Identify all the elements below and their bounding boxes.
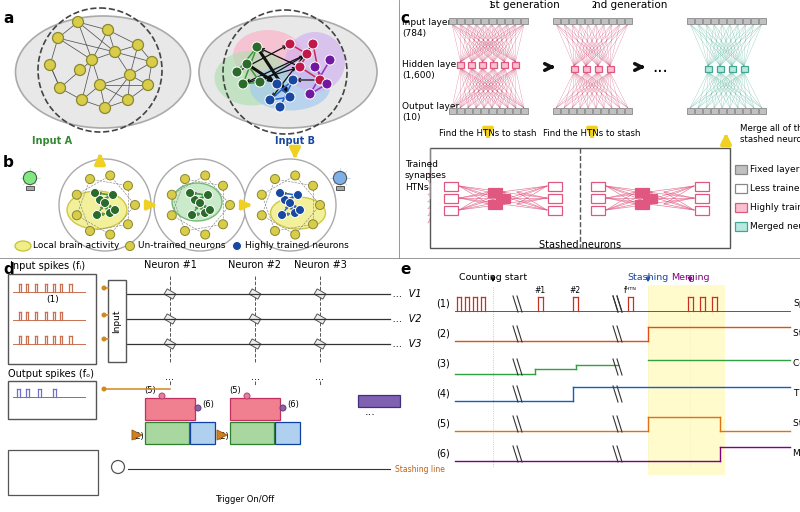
Circle shape — [272, 79, 282, 89]
Bar — [750, 18, 758, 24]
Circle shape — [238, 79, 248, 89]
Circle shape — [218, 220, 227, 229]
Text: (2): (2) — [132, 433, 144, 441]
Ellipse shape — [233, 30, 303, 80]
Text: e: e — [400, 262, 410, 277]
Ellipse shape — [67, 191, 127, 229]
Bar — [695, 205, 709, 215]
Text: Find the HTNs to stash: Find the HTNs to stash — [439, 130, 537, 139]
Bar — [488, 200, 502, 208]
Bar — [430, 148, 730, 248]
Bar — [726, 108, 734, 114]
Text: b: b — [3, 155, 14, 170]
Text: Stashing switch: Stashing switch — [793, 419, 800, 428]
Bar — [108, 280, 126, 362]
Circle shape — [195, 199, 205, 207]
Circle shape — [97, 82, 103, 88]
Circle shape — [23, 172, 37, 185]
Text: Local brain activity: Local brain activity — [33, 242, 119, 250]
Text: Input: Input — [113, 309, 122, 333]
Circle shape — [86, 175, 94, 183]
Bar — [635, 187, 649, 197]
Bar — [505, 108, 511, 114]
Circle shape — [308, 39, 318, 49]
Bar — [606, 66, 614, 72]
Text: Trained
synapses: Trained synapses — [405, 160, 447, 180]
Circle shape — [75, 19, 81, 25]
Text: (4): (4) — [436, 389, 450, 398]
Text: T flip-flop (output): T flip-flop (output) — [793, 389, 800, 398]
Circle shape — [102, 336, 106, 342]
Circle shape — [102, 312, 106, 317]
Bar — [230, 422, 274, 444]
Text: Spike: Spike — [793, 299, 800, 308]
Circle shape — [45, 59, 55, 71]
Circle shape — [285, 92, 295, 102]
Circle shape — [309, 220, 318, 229]
Circle shape — [275, 102, 285, 112]
Text: Neuron: Neuron — [154, 404, 186, 414]
Circle shape — [315, 75, 325, 85]
Bar — [473, 108, 479, 114]
Circle shape — [286, 199, 294, 207]
Text: Neuron #2: Neuron #2 — [229, 260, 282, 270]
Text: (6): (6) — [287, 399, 299, 409]
Bar — [742, 18, 750, 24]
Circle shape — [290, 230, 300, 239]
Bar — [521, 108, 527, 114]
Bar — [314, 339, 326, 349]
Bar — [591, 181, 605, 190]
Ellipse shape — [250, 66, 330, 111]
Circle shape — [305, 89, 315, 99]
Bar — [548, 194, 562, 203]
Bar — [577, 108, 583, 114]
Circle shape — [142, 79, 154, 91]
Bar — [513, 108, 519, 114]
Text: (3)
Counter: (3) Counter — [232, 423, 262, 443]
Bar — [686, 108, 694, 114]
Text: ...  V2: ... V2 — [393, 314, 422, 324]
Bar — [358, 395, 400, 407]
Circle shape — [167, 190, 176, 199]
Bar — [735, 165, 747, 174]
Bar — [501, 62, 508, 68]
Text: Highly trained neuron: Highly trained neuron — [750, 203, 800, 212]
Circle shape — [186, 188, 194, 198]
Text: nd generation: nd generation — [594, 0, 667, 10]
Circle shape — [270, 175, 279, 183]
Ellipse shape — [15, 241, 31, 251]
Text: Stashing line: Stashing line — [395, 464, 445, 474]
Bar — [490, 62, 497, 68]
Text: d: d — [3, 262, 14, 277]
Circle shape — [181, 226, 190, 236]
Bar — [758, 108, 766, 114]
Bar — [513, 18, 519, 24]
Bar — [497, 18, 503, 24]
Circle shape — [258, 190, 266, 199]
Circle shape — [106, 230, 114, 239]
Circle shape — [244, 393, 250, 399]
Polygon shape — [217, 430, 227, 440]
Circle shape — [145, 82, 151, 88]
Circle shape — [130, 201, 139, 209]
Bar — [734, 18, 742, 24]
Text: Merge all of the
stashed neurons: Merge all of the stashed neurons — [740, 124, 800, 144]
Text: Counter (output): Counter (output) — [793, 359, 800, 368]
Circle shape — [159, 393, 165, 399]
Circle shape — [133, 39, 143, 51]
Circle shape — [77, 67, 83, 73]
Text: HTNs: HTNs — [405, 183, 429, 192]
Text: Neuron: Neuron — [238, 404, 271, 414]
Circle shape — [125, 70, 135, 80]
Text: Counting start: Counting start — [459, 273, 527, 282]
Circle shape — [218, 181, 227, 190]
Circle shape — [265, 95, 275, 105]
Circle shape — [127, 72, 133, 78]
Circle shape — [102, 25, 114, 35]
Bar — [496, 194, 510, 203]
Bar — [585, 108, 591, 114]
Bar — [594, 66, 602, 72]
Text: (3)
Counter: (3) Counter — [146, 423, 178, 443]
Circle shape — [244, 159, 336, 251]
Ellipse shape — [199, 16, 377, 128]
